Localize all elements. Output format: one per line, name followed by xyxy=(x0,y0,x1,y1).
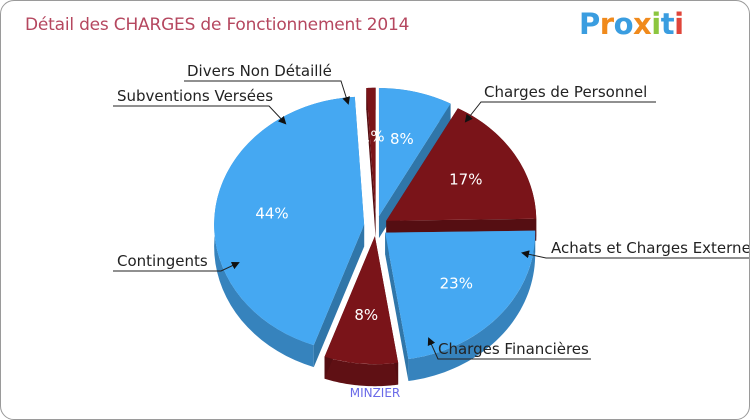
pie-percent-label: 44% xyxy=(255,204,288,222)
slice-label: Divers Non Détaillé xyxy=(187,62,332,80)
pie-percent-label: 17% xyxy=(449,171,482,189)
logo-letter: x xyxy=(633,7,652,41)
pie-slice-wall xyxy=(385,232,409,382)
pie-slice xyxy=(386,108,537,221)
pie-slice-wall xyxy=(366,88,376,238)
pie-slice xyxy=(385,230,536,360)
slice-label: Achats et Charges Externes xyxy=(551,239,749,257)
pie-slice xyxy=(366,87,376,216)
logo-letter: P xyxy=(579,7,600,41)
leader-line xyxy=(184,80,350,105)
pie-percent-label: 23% xyxy=(440,275,473,293)
pie-slice-side xyxy=(408,230,536,382)
pie-slice-tops: 8% 17% 23% 8% 44% 1% xyxy=(214,87,537,365)
slice-label: Charges Financières xyxy=(438,340,589,358)
pie-slice xyxy=(378,88,451,217)
pie-slice-side xyxy=(324,356,399,387)
pie-percent-label: 8% xyxy=(390,130,414,148)
leader-line xyxy=(521,250,749,259)
slice-label: Subventions Versées xyxy=(117,87,273,105)
pie-slice xyxy=(324,236,399,365)
logo-letter: o xyxy=(613,7,634,41)
slice-label: Contingents xyxy=(117,252,208,270)
slice-label: Charges de Personnel xyxy=(484,83,647,101)
leader-line xyxy=(113,105,287,125)
chart-title: Détail des CHARGES de Fonctionnement 201… xyxy=(25,15,410,35)
logo-letter: t xyxy=(660,7,675,41)
leader-line xyxy=(113,261,240,272)
pie-slice xyxy=(214,96,365,346)
logo-letter: i xyxy=(651,7,661,41)
proxiti-logo: Proxiti xyxy=(579,7,684,41)
pie-slice-wall xyxy=(313,224,365,368)
pie-labels: Divers Non Détaillé Charges de Personnel A… xyxy=(113,62,749,360)
logo-letter: r xyxy=(599,7,614,41)
commune-name: MINZIER xyxy=(349,386,401,400)
leader-line xyxy=(464,101,656,123)
logo-letter: i xyxy=(674,7,684,41)
pie-percent-label: 8% xyxy=(354,306,378,324)
pie-percent-label: 1% xyxy=(361,127,385,145)
leader-line xyxy=(427,337,591,360)
